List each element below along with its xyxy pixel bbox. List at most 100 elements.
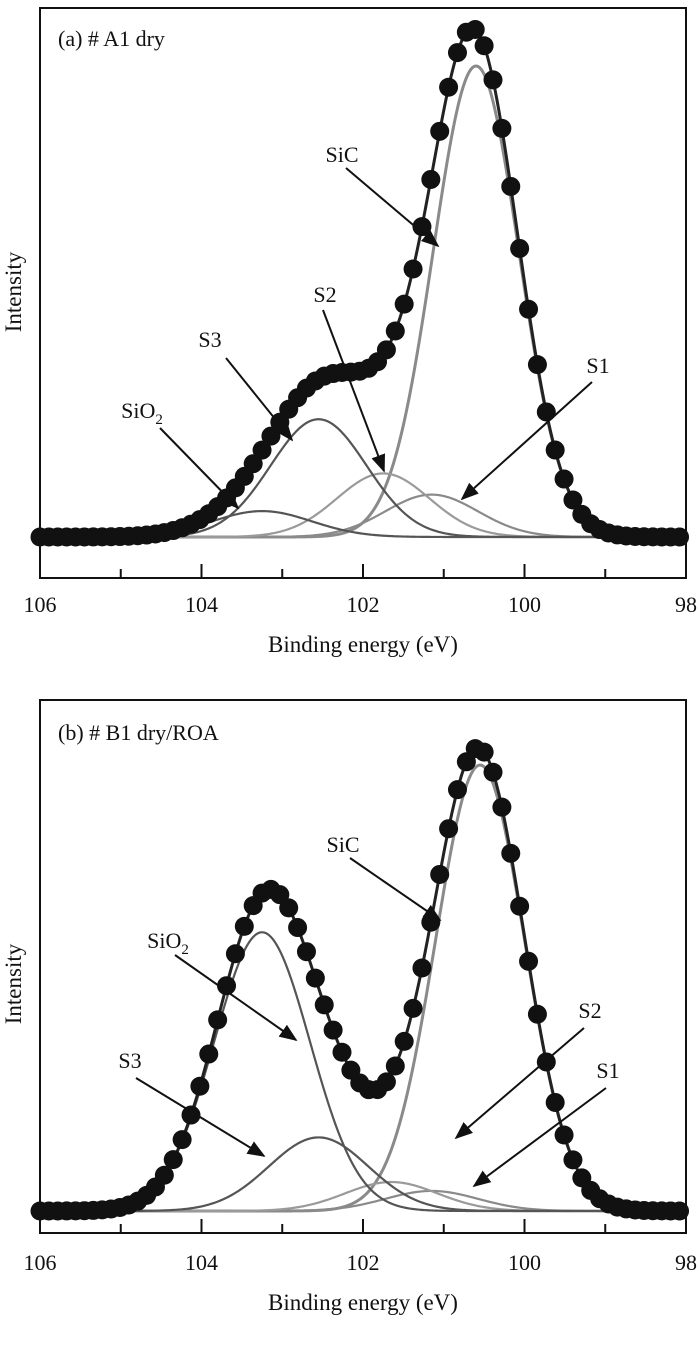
data-point <box>234 916 254 936</box>
data-point <box>492 118 512 138</box>
x-tick-label: 104 <box>185 592 218 617</box>
annotation-arrow <box>135 1077 266 1157</box>
annotation-label: S1 <box>586 353 609 378</box>
x-tick-label: 98 <box>675 1250 697 1275</box>
annotation-arrow <box>349 857 442 922</box>
data-point <box>225 944 245 964</box>
data-point <box>670 527 690 547</box>
data-point <box>483 762 503 782</box>
data-point <box>394 1031 414 1051</box>
data-point <box>554 1125 574 1145</box>
data-point <box>252 440 272 460</box>
x-tick-label: 98 <box>675 592 697 617</box>
data-point <box>545 440 565 460</box>
fit-envelope-line <box>40 746 686 1213</box>
data-point <box>527 355 547 375</box>
data-point <box>279 898 299 918</box>
data-point <box>501 843 521 863</box>
data-point <box>288 918 308 938</box>
panel-title: (b) # B1 dry/ROA <box>58 720 219 745</box>
panel-title: (a) # A1 dry <box>58 26 165 51</box>
data-point <box>181 1105 201 1125</box>
panel-b: 106 104 102 100 98 Binding energy (eV) Intensi… <box>1 699 697 1315</box>
x-tick-label: 100 <box>508 592 541 617</box>
data-points <box>30 739 690 1221</box>
annotation-label: S2 <box>578 998 601 1023</box>
data-point <box>163 1150 183 1170</box>
data-point <box>296 942 316 962</box>
annotation-arrow <box>174 954 298 1042</box>
x-tick-label: 106 <box>24 592 57 617</box>
data-point <box>376 340 396 360</box>
annotation-arrow <box>225 357 294 442</box>
data-point <box>199 1044 219 1064</box>
annotation-arrow <box>472 1087 607 1188</box>
component-curve-sic <box>40 763 686 1213</box>
annotation-arrow <box>159 427 240 510</box>
data-point <box>527 1004 547 1024</box>
data-point <box>385 321 405 341</box>
data-point <box>483 70 503 90</box>
annotation-label: S1 <box>596 1058 619 1083</box>
data-point <box>492 797 512 817</box>
data-point <box>465 20 485 39</box>
data-point <box>394 294 414 314</box>
data-point <box>403 998 423 1018</box>
data-point <box>670 1201 690 1221</box>
data-point <box>332 1042 352 1062</box>
data-point <box>314 995 334 1015</box>
panel-a: 106 104 102 100 98 Binding energy (eV) Intensi… <box>1 7 697 657</box>
annotation-arrow <box>322 309 385 473</box>
annotation-label: S3 <box>198 327 221 352</box>
annotation-arrow <box>345 167 440 248</box>
x-tick-label: 102 <box>347 592 380 617</box>
annotation-arrow <box>454 1027 585 1140</box>
component-curve-sic <box>40 64 686 539</box>
annotation-label: SiO2 <box>147 928 189 958</box>
x-tick-label: 102 <box>347 1250 380 1275</box>
data-point <box>510 238 530 258</box>
data-point <box>421 912 441 932</box>
data-point <box>536 402 556 422</box>
annotation-label: SiC <box>326 832 359 857</box>
data-point <box>563 1150 583 1170</box>
x-axis-label: Binding energy (eV) <box>268 632 458 657</box>
data-point <box>154 1165 174 1185</box>
data-point <box>190 1076 210 1096</box>
data-point <box>412 958 432 978</box>
annotation-arrow <box>460 381 593 501</box>
data-point <box>217 976 237 996</box>
data-point <box>172 1130 192 1150</box>
x-tick-label: 104 <box>185 1250 218 1275</box>
y-axis-label: Intensity <box>1 251 26 332</box>
data-point <box>323 1020 343 1040</box>
annotation-label: SiO2 <box>121 398 163 428</box>
annotation-label: SiC <box>325 142 358 167</box>
annotation-label: S2 <box>313 282 336 307</box>
y-axis-label: Intensity <box>1 943 26 1024</box>
data-point <box>447 780 467 800</box>
data-point <box>403 259 423 279</box>
plot-frame <box>39 699 687 1234</box>
annotation-label: S3 <box>118 1048 141 1073</box>
data-point <box>208 1010 228 1030</box>
plot-frame <box>39 7 687 579</box>
data-point <box>430 864 450 884</box>
data-point <box>545 1092 565 1112</box>
data-point <box>421 169 441 189</box>
data-points <box>30 20 690 547</box>
data-point <box>243 454 263 474</box>
data-point <box>385 1056 405 1076</box>
data-point <box>501 176 521 196</box>
data-point <box>305 968 325 988</box>
data-point <box>554 469 574 489</box>
data-point <box>447 43 467 63</box>
x-axis-label: Binding energy (eV) <box>268 1290 458 1315</box>
data-point <box>474 36 494 56</box>
data-point <box>261 426 281 446</box>
x-tick-label: 100 <box>508 1250 541 1275</box>
data-point <box>439 819 459 839</box>
data-point <box>439 77 459 97</box>
data-point <box>510 896 530 916</box>
